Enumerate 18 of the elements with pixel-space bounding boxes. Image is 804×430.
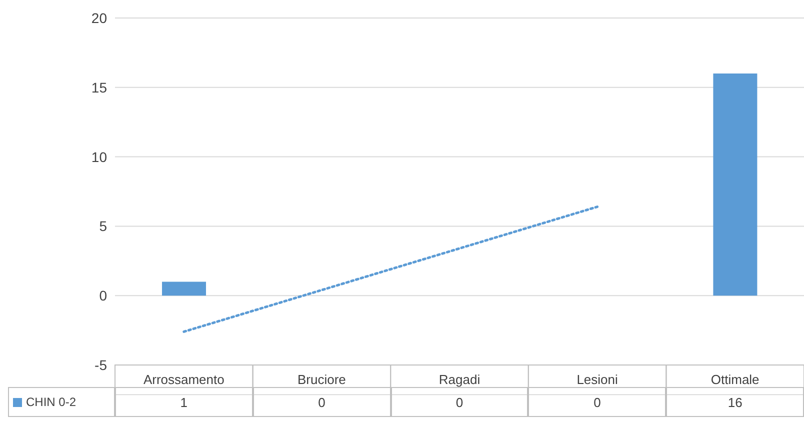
y-tick-label: 10: [91, 148, 108, 165]
y-tick-label: 5: [99, 218, 108, 234]
data-label: 16: [666, 387, 804, 417]
x-tick-label: Ottimale: [710, 372, 760, 387]
y-tick-label: 0: [99, 288, 108, 304]
x-tick-label: Ragadi: [438, 372, 480, 387]
data-label: 0: [390, 387, 528, 417]
data-label: 0: [528, 387, 666, 417]
y-tick-label: 20: [91, 10, 108, 26]
y-tick-label: 15: [91, 79, 108, 96]
x-tick-label: Bruciore: [297, 372, 346, 387]
line-series: [182, 206, 599, 333]
legend-label: CHIN 0-2: [26, 395, 76, 409]
y-tick-label: -5: [94, 356, 108, 373]
data-label: 1: [115, 387, 253, 417]
data-label: 0: [252, 387, 391, 417]
x-tick-label: Lesioni: [576, 372, 618, 387]
x-tick-label: Arrossamento: [143, 372, 224, 387]
